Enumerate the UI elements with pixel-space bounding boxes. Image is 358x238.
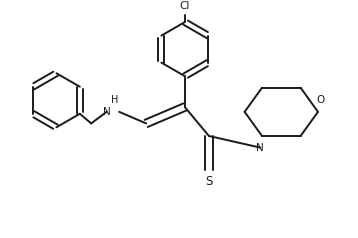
Text: H: H <box>111 95 118 105</box>
Text: Cl: Cl <box>180 1 190 11</box>
Text: S: S <box>205 175 213 188</box>
Text: N: N <box>256 143 264 153</box>
Text: N: N <box>103 107 111 117</box>
Text: O: O <box>317 95 325 105</box>
